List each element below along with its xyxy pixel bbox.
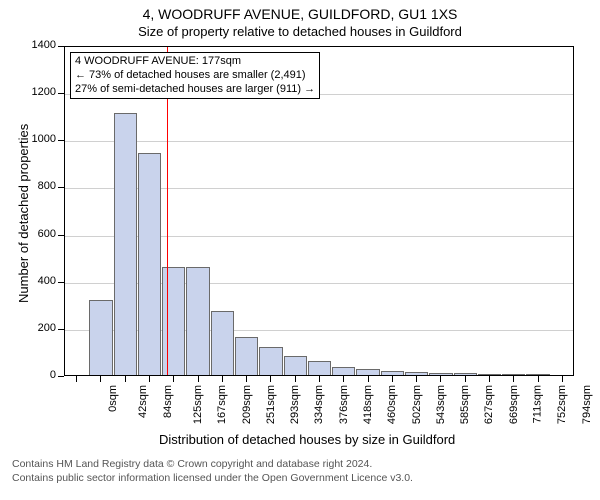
histogram-bar [332, 367, 355, 375]
xtick-label: 752sqm [556, 385, 568, 424]
credits-line-2: Contains public sector information licen… [12, 472, 413, 484]
ytick-mark [58, 187, 64, 188]
xtick-mark [246, 376, 247, 382]
histogram-bar [235, 337, 258, 375]
xtick-mark [392, 376, 393, 382]
xtick-mark [100, 376, 101, 382]
xtick-label: 418sqm [362, 385, 374, 424]
histogram-bar [162, 267, 185, 375]
xtick-label: 543sqm [435, 385, 447, 424]
histogram-bar [356, 369, 379, 375]
xtick-label: 585sqm [459, 385, 471, 424]
xtick-mark [125, 376, 126, 382]
xtick-mark [76, 376, 77, 382]
xtick-mark [295, 376, 296, 382]
xtick-label: 376sqm [338, 385, 350, 424]
ytick-mark [58, 282, 64, 283]
ytick-label: 200 [20, 322, 56, 334]
xtick-mark [149, 376, 150, 382]
ytick-label: 1000 [20, 133, 56, 145]
reference-annotation: 4 WOODRUFF AVENUE: 177sqm ← 73% of detac… [70, 52, 320, 99]
ytick-mark [58, 235, 64, 236]
histogram-bar [381, 371, 404, 375]
xtick-label: 669sqm [508, 385, 520, 424]
xtick-mark [513, 376, 514, 382]
ytick-label: 400 [20, 275, 56, 287]
chart-container: 4, WOODRUFF AVENUE, GUILDFORD, GU1 1XS S… [0, 0, 600, 500]
xtick-label: 0sqm [107, 385, 119, 412]
histogram-bar [138, 153, 161, 375]
histogram-bar [284, 356, 307, 375]
histogram-bar [454, 373, 477, 375]
xtick-label: 84sqm [162, 385, 174, 418]
histogram-bar [259, 347, 282, 375]
histogram-bar [502, 374, 525, 375]
ytick-mark [58, 46, 64, 47]
xtick-mark [465, 376, 466, 382]
histogram-bar [308, 361, 331, 375]
annotation-line-1: 4 WOODRUFF AVENUE: 177sqm [75, 55, 315, 69]
xtick-label: 167sqm [216, 385, 228, 424]
ytick-label: 1400 [20, 39, 56, 51]
histogram-bar [478, 374, 501, 375]
chart-title: 4, WOODRUFF AVENUE, GUILDFORD, GU1 1XS [0, 0, 600, 22]
histogram-bar [89, 300, 112, 375]
histogram-bar [405, 372, 428, 375]
xtick-label: 125sqm [192, 385, 204, 424]
xtick-label: 334sqm [314, 385, 326, 424]
xtick-label: 711sqm [531, 385, 543, 423]
gridline [65, 141, 573, 142]
ytick-mark [58, 329, 64, 330]
xtick-mark [416, 376, 417, 382]
xtick-label: 502sqm [411, 385, 423, 424]
ytick-label: 0 [20, 369, 56, 381]
xtick-label: 627sqm [484, 385, 496, 424]
chart-subtitle: Size of property relative to detached ho… [0, 22, 600, 39]
ytick-label: 800 [20, 180, 56, 192]
annotation-line-2: ← 73% of detached houses are smaller (2,… [75, 69, 315, 83]
histogram-bar [186, 267, 209, 375]
xtick-mark [538, 376, 539, 382]
xtick-mark [368, 376, 369, 382]
x-axis-label: Distribution of detached houses by size … [159, 432, 455, 447]
xtick-label: 251sqm [265, 385, 277, 424]
ytick-mark [58, 93, 64, 94]
ytick-label: 1200 [20, 86, 56, 98]
xtick-mark [440, 376, 441, 382]
xtick-mark [319, 376, 320, 382]
xtick-label: 460sqm [386, 385, 398, 424]
xtick-label: 293sqm [289, 385, 301, 424]
ytick-label: 600 [20, 228, 56, 240]
histogram-bar [429, 373, 452, 375]
histogram-bar [114, 113, 137, 375]
ytick-mark [58, 140, 64, 141]
ytick-mark [58, 376, 64, 377]
xtick-mark [562, 376, 563, 382]
xtick-mark [270, 376, 271, 382]
histogram-bar [211, 311, 234, 375]
xtick-label: 209sqm [241, 385, 253, 424]
xtick-label: 42sqm [137, 385, 149, 418]
xtick-mark [173, 376, 174, 382]
xtick-label: 794sqm [581, 385, 593, 424]
credits-line-1: Contains HM Land Registry data © Crown c… [12, 458, 372, 470]
xtick-mark [222, 376, 223, 382]
xtick-mark [198, 376, 199, 382]
xtick-mark [489, 376, 490, 382]
xtick-mark [343, 376, 344, 382]
annotation-line-3: 27% of semi-detached houses are larger (… [75, 83, 315, 97]
histogram-bar [526, 374, 549, 375]
